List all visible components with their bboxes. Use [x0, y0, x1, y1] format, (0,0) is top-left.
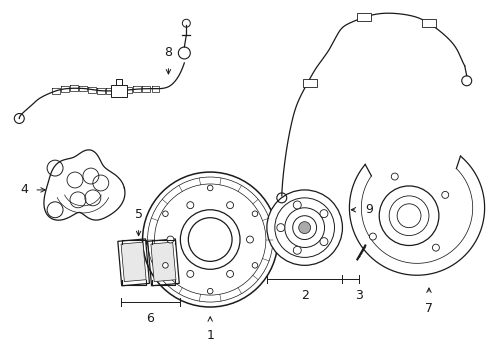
- Circle shape: [390, 173, 397, 180]
- Circle shape: [226, 270, 233, 278]
- Circle shape: [207, 185, 213, 191]
- FancyBboxPatch shape: [421, 19, 435, 27]
- FancyBboxPatch shape: [111, 85, 126, 96]
- Circle shape: [293, 246, 301, 254]
- Circle shape: [163, 262, 168, 268]
- Polygon shape: [151, 242, 176, 282]
- Circle shape: [298, 222, 310, 234]
- Text: 6: 6: [146, 312, 154, 325]
- Text: 1: 1: [206, 329, 214, 342]
- Circle shape: [166, 236, 174, 243]
- Text: 5: 5: [134, 208, 142, 221]
- Circle shape: [266, 190, 342, 265]
- Circle shape: [186, 270, 193, 278]
- Text: 8: 8: [164, 46, 172, 59]
- Circle shape: [319, 238, 327, 246]
- Circle shape: [368, 233, 376, 240]
- Circle shape: [252, 211, 257, 216]
- Circle shape: [188, 218, 232, 261]
- Text: 4: 4: [20, 184, 28, 197]
- Circle shape: [319, 210, 327, 217]
- Circle shape: [246, 236, 253, 243]
- Circle shape: [276, 224, 284, 231]
- Text: 3: 3: [355, 289, 363, 302]
- Polygon shape: [121, 242, 146, 282]
- FancyBboxPatch shape: [357, 13, 370, 21]
- Circle shape: [441, 192, 448, 198]
- Circle shape: [431, 244, 439, 251]
- Text: 9: 9: [365, 203, 372, 216]
- Circle shape: [186, 202, 193, 209]
- Circle shape: [207, 288, 213, 294]
- FancyBboxPatch shape: [302, 79, 316, 87]
- Text: 2: 2: [300, 289, 308, 302]
- Circle shape: [163, 211, 168, 216]
- Circle shape: [226, 202, 233, 209]
- Circle shape: [252, 262, 257, 268]
- Circle shape: [379, 186, 438, 246]
- Text: 7: 7: [424, 302, 432, 315]
- Circle shape: [293, 201, 301, 209]
